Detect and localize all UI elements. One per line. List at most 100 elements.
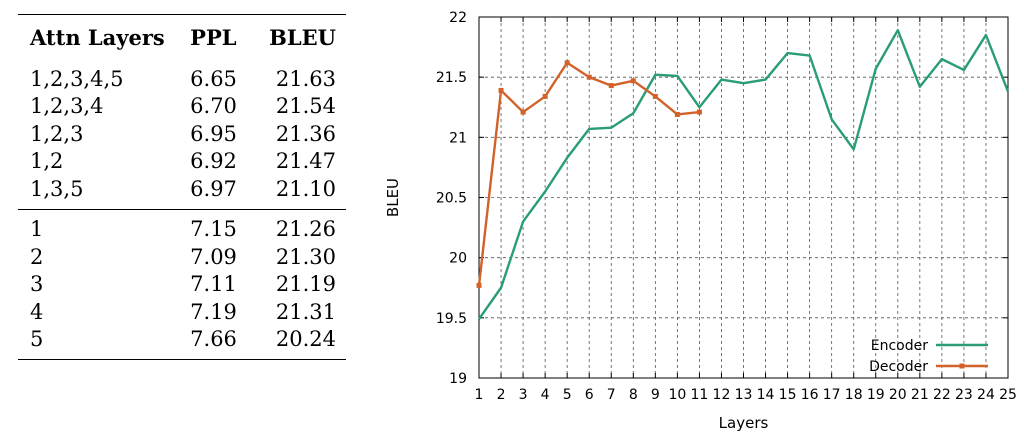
header-bleu: BLEU <box>269 14 346 59</box>
cell-bleu: 21.47 <box>275 149 336 174</box>
chart-legend: Encoder Decoder <box>869 338 988 375</box>
results-table: Attn Layers PPL BLEU 1,2,3,4,5 6.65 21.63 1… <box>18 14 346 360</box>
cell-bleu: 21.10 <box>275 176 336 201</box>
cell-bleu: 21.26 <box>269 208 346 243</box>
x-tick-label: 22 <box>933 387 951 403</box>
legend-marker-decoder <box>959 363 965 369</box>
x-tick-label: 15 <box>779 387 797 403</box>
table-row: 1,2,3 6.95 21.36 <box>18 120 346 148</box>
x-tick-label: 4 <box>541 387 550 403</box>
y-tick-label: 19.5 <box>436 311 467 327</box>
cell-ppl: 6.70 <box>190 94 237 119</box>
cell-ppl: 7.11 <box>190 272 237 297</box>
cell-bleu: 21.36 <box>275 121 336 146</box>
results-table-container: Attn Layers PPL BLEU 1,2,3,4,5 6.65 21.63 1… <box>18 14 346 360</box>
cell-ppl: 7.15 <box>182 208 270 243</box>
cell-bleu: 21.30 <box>275 244 336 269</box>
x-tick-label: 3 <box>519 387 528 403</box>
y-axis-label: BLEU <box>384 178 402 217</box>
cell-attn-layers: 1,2,3,4 <box>30 94 104 119</box>
bleu-line-chart: 1 2 3 4 5 6 7 8 9 10 11 12 13 14 15 16 17 18 19 20 21 22 23 24 2… <box>384 10 1017 432</box>
chart-grid <box>479 17 1008 378</box>
cell-attn-layers: 1,2 <box>30 149 64 174</box>
table-row: 1 7.15 21.26 <box>18 208 346 243</box>
x-tick-label: 6 <box>585 387 594 403</box>
table-row: 1,2 6.92 21.47 <box>18 148 346 176</box>
table-header-row: Attn Layers PPL BLEU <box>18 14 346 59</box>
x-tick-label: 19 <box>867 387 885 403</box>
table-group-multi-layer: 1,2,3,4,5 6.65 21.63 1,2,3,4 6.70 21.54 1,2,3 6… <box>18 59 346 209</box>
data-point-decoder <box>630 78 636 84</box>
x-tick-label: 12 <box>713 387 731 403</box>
data-point-decoder <box>564 60 570 66</box>
x-tick-label: 1 <box>475 387 484 403</box>
cell-attn-layers: 1,2,3,4,5 <box>30 66 124 91</box>
y-tick-label: 19 <box>449 371 467 387</box>
x-tick-label: 16 <box>801 387 819 403</box>
y-tick-label: 20 <box>449 251 467 267</box>
cell-bleu: 21.19 <box>275 272 336 297</box>
cell-bleu: 21.54 <box>275 94 336 119</box>
data-point-decoder <box>586 74 592 80</box>
table-row: 1,3,5 6.97 21.10 <box>18 175 346 209</box>
cell-attn-layers: 4 <box>30 299 44 324</box>
x-tick-label: 17 <box>823 387 841 403</box>
x-tick-label: 7 <box>607 387 616 403</box>
x-tick-label: 11 <box>691 387 709 403</box>
x-tick-label: 14 <box>757 387 775 403</box>
y-tick-label: 20.5 <box>436 191 467 207</box>
cell-ppl: 7.19 <box>190 299 237 324</box>
x-tick-label: 25 <box>999 387 1017 403</box>
x-tick-label: 10 <box>668 387 686 403</box>
data-point-decoder <box>696 109 702 115</box>
cell-attn-layers: 1 <box>18 208 183 243</box>
x-tick-label: 9 <box>651 387 660 403</box>
cell-bleu: 20.24 <box>269 325 346 360</box>
y-tick-label: 22 <box>449 10 467 26</box>
cell-ppl: 7.66 <box>182 325 270 360</box>
data-point-decoder <box>520 109 526 115</box>
header-ppl: PPL <box>182 14 270 59</box>
table-row: 1,2,3,4 6.70 21.54 <box>18 93 346 121</box>
cell-attn-layers: 2 <box>30 244 44 269</box>
cell-attn-layers: 1,3,5 <box>30 176 84 201</box>
x-tick-label: 24 <box>977 387 995 403</box>
series-line-encoder <box>478 29 1010 320</box>
cell-attn-layers: 5 <box>18 325 183 360</box>
x-tick-label: 13 <box>735 387 753 403</box>
chart-series <box>476 29 1010 320</box>
cell-attn-layers: 3 <box>30 272 44 297</box>
cell-ppl: 6.65 <box>190 66 237 91</box>
data-point-decoder <box>652 93 658 99</box>
header-attn-layers: Attn Layers <box>18 14 183 59</box>
cell-ppl: 6.92 <box>190 149 237 174</box>
x-tick-label: 8 <box>629 387 638 403</box>
chart-ticks: 1 2 3 4 5 6 7 8 9 10 11 12 13 14 15 16 17 18 19 20 21 22 23 24 2… <box>436 10 1017 403</box>
cell-attn-layers: 1,2,3 <box>30 121 84 146</box>
y-tick-label: 21.5 <box>436 70 467 86</box>
x-tick-label: 23 <box>955 387 973 403</box>
cell-ppl: 6.97 <box>190 176 237 201</box>
data-point-decoder <box>608 83 614 89</box>
legend-label-encoder: Encoder <box>871 338 928 354</box>
y-tick-label: 21 <box>449 130 467 146</box>
cell-bleu: 21.63 <box>275 66 336 91</box>
x-axis-label: Layers <box>719 414 769 432</box>
x-tick-label: 18 <box>845 387 863 403</box>
table-row: 4 7.19 21.31 <box>18 298 346 326</box>
cell-bleu: 21.31 <box>275 299 336 324</box>
legend-label-decoder: Decoder <box>869 359 928 375</box>
x-tick-label: 21 <box>911 387 929 403</box>
cell-ppl: 7.09 <box>190 244 237 269</box>
table-row: 3 7.11 21.19 <box>18 271 346 299</box>
cell-ppl: 6.95 <box>190 121 237 146</box>
data-point-decoder <box>542 93 548 99</box>
x-tick-label: 2 <box>497 387 506 403</box>
table-row: 5 7.66 20.24 <box>18 325 346 360</box>
table-row: 1,2,3,4,5 6.65 21.63 <box>18 59 346 93</box>
x-tick-label: 5 <box>563 387 572 403</box>
table-row: 2 7.09 21.30 <box>18 243 346 271</box>
table-group-single-layer: 1 7.15 21.26 2 7.09 21.30 3 7.11 21.19 4 7.19 21.31… <box>18 208 346 360</box>
data-point-decoder <box>498 87 504 93</box>
data-point-decoder <box>476 282 482 288</box>
